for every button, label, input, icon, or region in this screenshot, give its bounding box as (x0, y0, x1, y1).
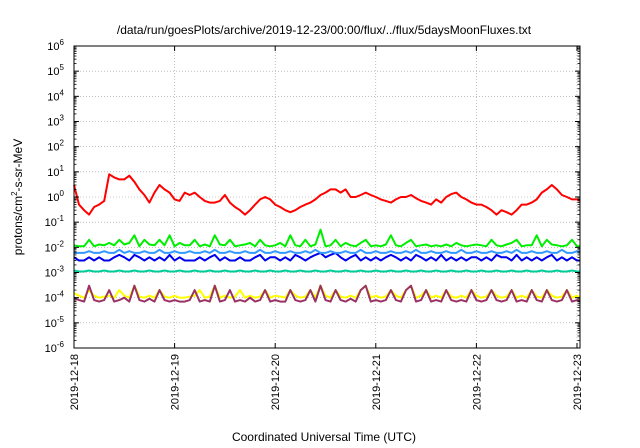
x-tick-label: 2019-12-21 (371, 354, 383, 410)
y-tick-label: 10-3 (45, 265, 65, 280)
y-axis-title-rest: -s-sr-MeV (11, 139, 25, 192)
x-tick-label: 2019-12-20 (270, 354, 282, 410)
grid (74, 46, 580, 348)
y-tick-exp: -2 (57, 239, 65, 248)
y-tick-base: 10 (45, 318, 57, 330)
y-axis-ticks: 10-610-510-410-310-210-11001011021031041… (45, 38, 580, 355)
y-tick-exp: -5 (57, 315, 65, 324)
y-tick-base: 10 (47, 192, 59, 204)
y-tick-label: 103 (47, 114, 64, 129)
y-tick-base: 10 (47, 91, 59, 103)
y-tick-exp: -3 (57, 265, 65, 274)
y-tick-label: 10-2 (45, 239, 65, 254)
y-tick-label: 104 (47, 88, 64, 103)
y-tick-label: 100 (47, 189, 64, 204)
y-tick-exp: 2 (60, 139, 65, 148)
y-tick-exp: 1 (60, 164, 65, 173)
x-tick-label: 2019-12-19 (170, 354, 182, 410)
y-tick-base: 10 (47, 142, 59, 154)
series-lines (73, 173, 581, 303)
x-axis-ticks: 2019-12-18 2019-12-19 2019-12-20 2019-12-21… (69, 46, 584, 410)
y-axis-title: protons/cm2-s-sr-MeV (10, 139, 25, 255)
y-tick-base: 10 (47, 167, 59, 179)
y-tick-exp: 0 (60, 189, 65, 198)
y-tick-base: 10 (45, 268, 57, 280)
y-tick-label: 102 (47, 139, 64, 154)
y-tick-exp: -6 (57, 340, 65, 349)
x-axis-title: Coordinated Universal Time (UTC) (232, 430, 416, 444)
series-line-3 (74, 248, 581, 254)
y-tick-base: 10 (47, 66, 59, 78)
y-tick-base: 10 (45, 343, 57, 355)
y-tick-base: 10 (45, 217, 57, 229)
series-line-6 (73, 284, 581, 303)
y-tick-base: 10 (47, 117, 59, 129)
y-tick-exp: 5 (60, 63, 65, 72)
series-line-5 (73, 284, 581, 299)
y-tick-base: 10 (45, 293, 57, 305)
y-tick-exp: 6 (60, 38, 65, 47)
series-line-1 (73, 228, 580, 248)
y-tick-label: 10-1 (45, 214, 65, 229)
y-tick-label: 10-6 (45, 340, 65, 355)
series-line-0 (73, 173, 581, 216)
y-tick-exp: -1 (57, 214, 65, 223)
y-tick-label: 105 (47, 63, 64, 78)
y-tick-base: 10 (47, 41, 59, 53)
y-axis-title-sup: 2 (10, 191, 19, 196)
y-tick-base: 10 (45, 242, 57, 254)
series-line-2 (73, 251, 580, 262)
x-tick-label: 2019-12-18 (69, 354, 81, 410)
y-tick-label: 10-5 (45, 315, 65, 330)
y-tick-label: 10-4 (45, 290, 65, 305)
y-tick-label: 101 (47, 164, 64, 179)
y-tick-exp: 4 (60, 88, 65, 97)
x-tick-label: 2019-12-22 (471, 354, 483, 410)
series-line-4 (73, 269, 580, 273)
y-tick-exp: 3 (60, 114, 65, 123)
chart-title: /data/run/goesPlots/archive/2019-12-23/0… (117, 23, 532, 37)
y-tick-label: 106 (47, 38, 64, 53)
y-axis-title-base: protons/cm (11, 196, 25, 255)
x-tick-label: 2019-12-23 (572, 354, 584, 410)
y-tick-exp: -4 (57, 290, 65, 299)
